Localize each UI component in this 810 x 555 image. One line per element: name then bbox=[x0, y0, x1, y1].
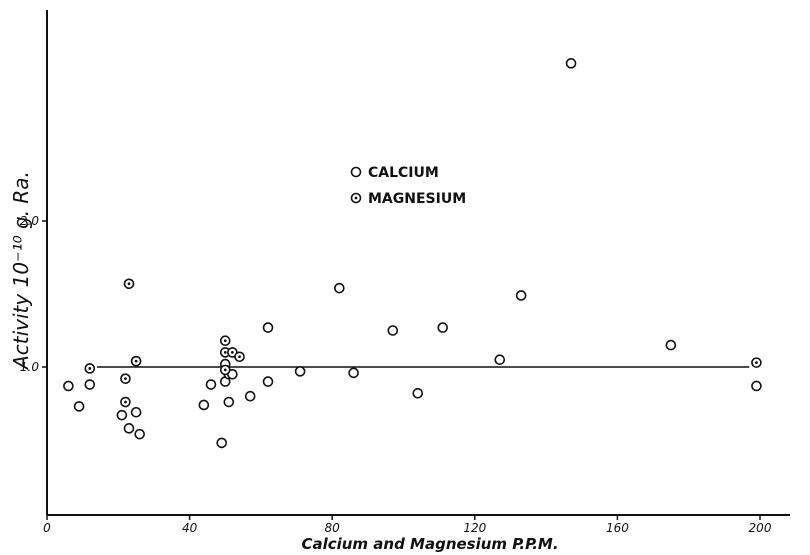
axes bbox=[46, 10, 790, 516]
point-dot-magnesium bbox=[124, 377, 127, 381]
point-magnesium bbox=[123, 278, 135, 290]
point-ring-calcium bbox=[294, 366, 306, 377]
point-magnesium bbox=[130, 355, 142, 367]
point-magnesium bbox=[84, 363, 96, 374]
point-ring-calcium bbox=[134, 428, 145, 440]
point-calcium bbox=[665, 339, 677, 351]
point-calcium bbox=[515, 290, 527, 301]
point-calcium bbox=[134, 428, 145, 440]
point-calcium bbox=[216, 437, 227, 449]
point-magnesium bbox=[219, 335, 231, 347]
x-tick-label: 160 bbox=[606, 521, 629, 535]
point-calcium bbox=[223, 396, 235, 408]
point-ring-calcium bbox=[73, 401, 85, 412]
point-ring-calcium bbox=[198, 399, 210, 411]
point-ring-calcium bbox=[84, 379, 96, 390]
point-magnesium bbox=[751, 357, 762, 368]
point-calcium bbox=[123, 423, 135, 434]
y-axis-label: Activity 10⁻¹⁰ g. Ra. bbox=[9, 171, 33, 371]
y-tick-label: 1.0 bbox=[20, 360, 39, 374]
point-calcium bbox=[494, 354, 506, 366]
point-ring-calcium bbox=[494, 354, 506, 366]
legend-item-magnesium: MAGNESIUM bbox=[350, 191, 466, 207]
point-dot-magnesium bbox=[238, 355, 241, 359]
point-dot-magnesium bbox=[124, 400, 127, 404]
point-dot-magnesium bbox=[134, 359, 138, 363]
x-tick-label: 80 bbox=[325, 521, 341, 535]
point-dot-magnesium bbox=[127, 282, 131, 286]
point-ring-calcium bbox=[437, 322, 449, 333]
legend: CALCIUM MAGNESIUM bbox=[350, 165, 466, 207]
point-ring-calcium bbox=[223, 396, 235, 408]
point-calcium bbox=[262, 376, 274, 387]
point-calcium bbox=[198, 399, 210, 411]
x-tick-label: 40 bbox=[182, 521, 198, 535]
point-dot-magnesium bbox=[223, 339, 227, 343]
point-ring-calcium bbox=[565, 58, 577, 69]
point-magnesium bbox=[120, 373, 131, 384]
point-ring-calcium bbox=[116, 409, 128, 421]
point-ring-calcium bbox=[63, 380, 74, 392]
point-ring-calcium bbox=[244, 390, 256, 402]
point-calcium bbox=[387, 325, 399, 336]
point-calcium bbox=[348, 367, 359, 379]
point-dot-magnesium bbox=[230, 351, 234, 354]
point-dot-magnesium bbox=[88, 367, 92, 370]
point-calcium bbox=[205, 379, 217, 390]
y-tick-label: 2.0 bbox=[20, 214, 39, 228]
point-ring-calcium bbox=[751, 380, 762, 392]
point-calcium bbox=[130, 406, 142, 418]
point-ring-calcium bbox=[412, 387, 424, 399]
point-calcium bbox=[73, 401, 85, 412]
legend-marker-magnesium-dot bbox=[354, 196, 358, 200]
point-ring-calcium bbox=[262, 376, 274, 387]
point-ring-calcium bbox=[205, 379, 217, 390]
point-calcium bbox=[262, 322, 274, 333]
legend-item-calcium: CALCIUM bbox=[350, 165, 439, 181]
point-ring-calcium bbox=[348, 367, 359, 379]
point-calcium bbox=[565, 58, 577, 69]
point-ring-calcium bbox=[262, 322, 274, 333]
x-tick-label: 120 bbox=[463, 521, 486, 535]
point-calcium bbox=[63, 380, 74, 392]
point-ring-calcium bbox=[123, 423, 135, 434]
x-tick-label: 200 bbox=[749, 521, 772, 535]
point-calcium bbox=[84, 379, 96, 390]
data-points bbox=[63, 58, 762, 449]
point-calcium bbox=[334, 282, 345, 294]
point-calcium bbox=[294, 366, 306, 377]
x-axis-label: Calcium and Magnesium P.P.M. bbox=[301, 535, 558, 553]
tick-labels: 0 40 80 120 160 200 1.0 2.0 bbox=[20, 214, 772, 535]
legend-label-calcium: CALCIUM bbox=[368, 165, 439, 181]
point-ring-calcium bbox=[515, 290, 527, 301]
point-ring-calcium bbox=[665, 339, 677, 351]
x-tick-label: 0 bbox=[43, 521, 51, 535]
point-dot-magnesium bbox=[223, 368, 227, 372]
point-ring-calcium bbox=[387, 325, 399, 336]
point-ring-calcium bbox=[130, 406, 142, 418]
legend-marker-calcium bbox=[350, 166, 362, 178]
legend-marker-magnesium bbox=[350, 192, 362, 204]
point-calcium bbox=[751, 380, 762, 392]
point-calcium bbox=[116, 409, 128, 421]
point-dot-magnesium bbox=[223, 351, 227, 354]
point-magnesium bbox=[120, 396, 131, 408]
point-magnesium bbox=[219, 364, 231, 376]
point-ring-calcium bbox=[216, 437, 227, 449]
point-ring-calcium bbox=[334, 282, 345, 294]
point-dot-magnesium bbox=[755, 361, 758, 365]
point-calcium bbox=[412, 387, 424, 399]
point-calcium bbox=[437, 322, 449, 333]
legend-label-magnesium: MAGNESIUM bbox=[368, 191, 466, 207]
point-magnesium bbox=[234, 351, 245, 363]
point-calcium bbox=[244, 390, 256, 402]
